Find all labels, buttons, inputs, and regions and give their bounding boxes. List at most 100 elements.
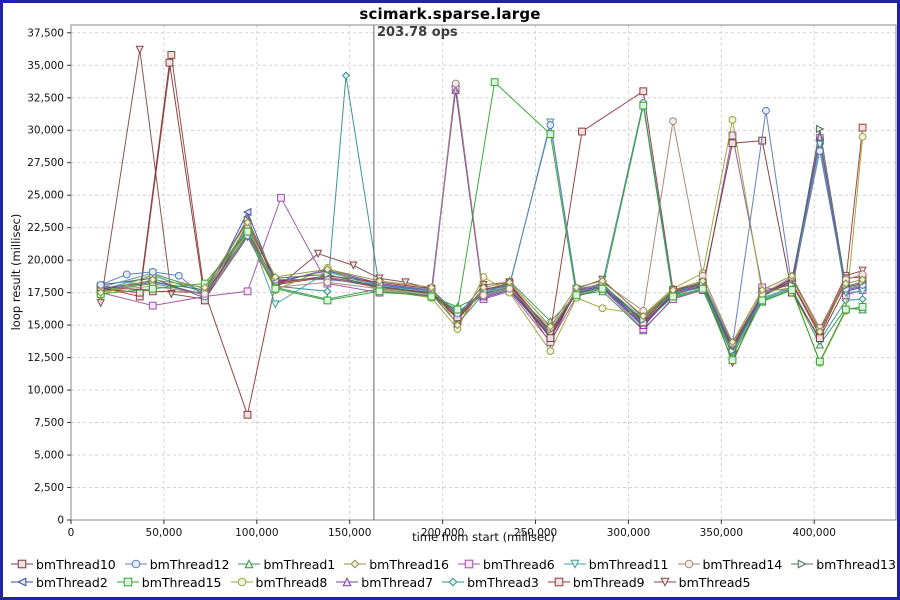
y-tick-label: 25,000 [27,190,64,202]
legend-item-bmThread7: bmThread7 [336,575,433,590]
y-tick-label: 15,000 [27,320,64,332]
series-marker [464,559,474,569]
y-axis-label: loop result (millisec) [9,213,23,331]
plot-border [70,24,897,521]
legend-label: bmThread11 [588,556,669,572]
series-bmThread16 [96,218,867,347]
series-marker [451,85,460,94]
series-marker [841,305,850,314]
series-marker [728,337,737,347]
series-marker [479,291,488,300]
chart-title: scimark.sparse.large [359,5,541,23]
series-marker [858,275,867,284]
x-tick-label: 0 [68,527,75,539]
series-bmThread4 [96,50,867,352]
series-marker [505,278,514,287]
legend-label: bmThread15 [141,574,222,590]
series-line [100,89,863,350]
series-marker [200,283,209,292]
series-marker [841,279,850,288]
y-tick-label: 0 [57,515,64,527]
series-marker [669,117,677,126]
legend-item-bmThread2: bmThread2 [11,575,108,590]
y-tick-label: 20,000 [27,255,64,267]
series-marker-icon [11,577,33,587]
series-marker [243,227,252,236]
series-marker-icon [677,559,700,569]
series-marker [669,292,677,301]
series-marker [598,304,607,313]
throughput-annotation: 203.78 ops [377,25,458,40]
series-marker [684,559,693,569]
series-marker [815,124,825,134]
legend-item-bmThread6: bmThread6 [457,557,555,572]
series-marker [135,45,144,55]
series-marker-icon [547,577,570,587]
x-tick-label: 400,000 [793,527,836,539]
y-tick-label: 5,000 [34,450,64,462]
legend-label: bmThread7 [361,574,434,590]
series-marker [323,265,332,274]
legend-item-bmThread14: bmThread14 [677,557,782,572]
series-marker [788,286,796,294]
y-tick-label: 27,500 [27,157,64,169]
legend-item-bmThread1: bmThread1 [238,557,335,572]
series-marker [243,207,252,217]
y-tick-label: 22,500 [27,222,64,234]
series-bmThread8 [96,115,867,367]
series-marker [546,322,555,331]
series-marker [277,193,285,202]
y-tick-label: 12,500 [27,352,64,364]
legend-item-bmThread8: bmThread8 [230,575,327,590]
series-line [100,88,863,343]
series-marker [451,79,460,88]
series-marker [453,321,462,330]
legend-label: bmThread13 [816,556,896,572]
y-tick-label: 2,500 [34,482,64,494]
legend-item-bmThread16: bmThread16 [344,557,449,572]
legend-label: bmThread2 [36,574,108,590]
legend: bmThread10 bmThread12 bmThread1 bmThread16 b… [11,555,896,591]
series-marker [546,347,555,356]
series-marker [427,283,436,292]
series-line [100,54,864,349]
series-marker [17,559,27,569]
series-marker [815,140,825,150]
series-marker [122,270,131,279]
series-marker [148,267,157,276]
legend-label: bmThread5 [678,574,751,590]
legend-item-bmThread12: bmThread12 [124,557,229,572]
series-marker [96,288,105,297]
x-tick-label: 250,000 [514,527,557,539]
series-marker [505,284,514,293]
series-marker [174,271,183,280]
series-marker [698,276,707,286]
legend-label: bmThread3 [467,574,539,590]
series-marker [660,577,670,587]
series-marker [728,139,737,148]
series-marker-icon [344,559,367,569]
series-marker [323,296,332,305]
series-line [100,90,863,417]
series-marker [243,287,252,296]
series-marker [271,284,280,293]
series-marker [123,577,133,587]
series-marker [858,303,867,311]
series-marker [401,278,410,287]
series-bmThread14 [96,79,867,348]
series-marker [243,410,252,419]
series-line [100,81,863,363]
series-marker [243,218,252,227]
series-marker [815,334,824,343]
series-marker [148,284,157,293]
series-marker [815,357,824,366]
series-marker [572,291,581,300]
x-tick-label: 350,000 [700,527,743,539]
series-marker [17,577,27,587]
legend-label: bmThread9 [572,574,645,590]
series-marker [167,50,176,59]
series-marker [572,283,581,292]
series-marker [728,115,737,124]
legend-label: bmThread10 [36,556,116,572]
series-bmThread9 [96,87,867,419]
